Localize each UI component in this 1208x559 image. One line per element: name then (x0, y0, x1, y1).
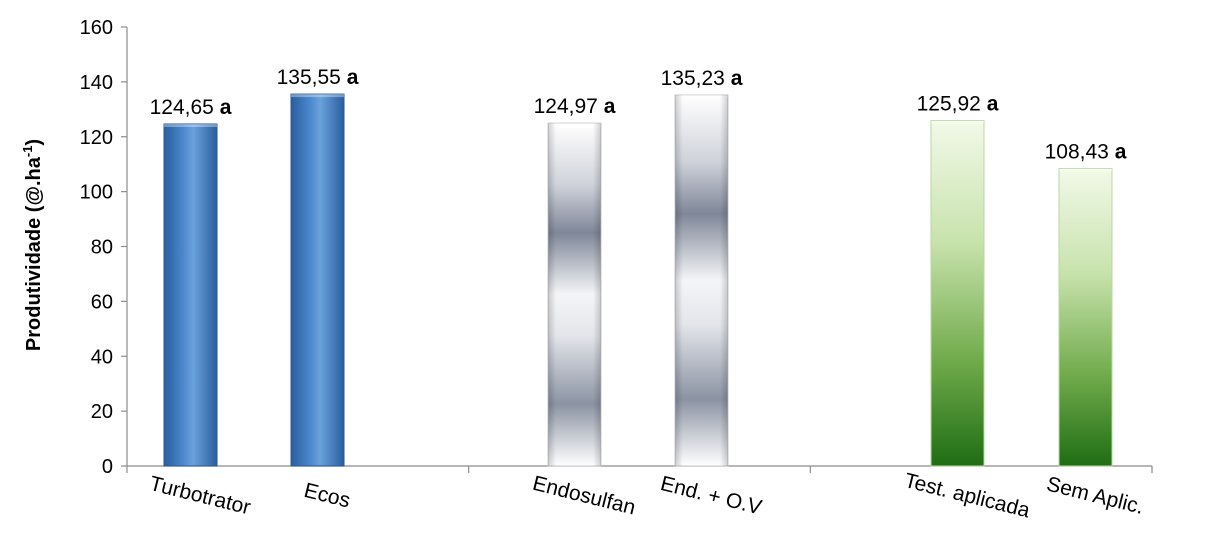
data-label-value: 108,43 (1045, 140, 1115, 163)
data-label-significance: a (604, 95, 616, 118)
bar-highlight (164, 123, 217, 127)
category-label: End. + O.V (658, 472, 764, 519)
data-label-significance: a (731, 67, 743, 90)
data-label-value: 135,23 (661, 67, 731, 90)
y-tick-label: 40 (91, 346, 113, 368)
data-label: 124,65 a (150, 96, 232, 119)
data-label-significance: a (220, 96, 232, 119)
category-label: Test. aplicada (902, 469, 1032, 522)
bar (163, 123, 218, 467)
data-label: 124,97 a (534, 95, 616, 118)
category-labels: Turbotrator Ecos Endosulfan End. + O.V Test.… (147, 469, 1146, 522)
y-tick-label: 20 (91, 401, 113, 423)
y-tick-label: 100 (80, 182, 113, 204)
category-label: Ecos (302, 479, 353, 513)
data-label-value: 125,92 (917, 93, 987, 116)
category-label: Sem Aplic. (1044, 473, 1146, 519)
data-label: 135,23 a (661, 67, 743, 90)
y-tick-label: 120 (80, 127, 113, 149)
data-label-value: 124,97 (534, 95, 604, 118)
bar-highlight (291, 94, 344, 98)
data-label-value: 135,55 (277, 66, 347, 89)
data-label: 125,92 a (917, 93, 999, 116)
bar (930, 120, 985, 467)
data-label-significance: a (347, 66, 359, 89)
category-label: Turbotrator (147, 472, 253, 519)
y-tick-label: 80 (91, 237, 113, 259)
bar-highlight (931, 120, 984, 124)
bars (163, 93, 1113, 467)
y-tick-label: 60 (91, 291, 113, 313)
bar-highlight (1059, 168, 1112, 172)
bar-shading (675, 94, 728, 467)
bar-shading (548, 123, 601, 467)
y-tick-label: 160 (80, 17, 113, 39)
y-axis-title-close: ) (23, 139, 45, 146)
category-label: Endosulfan (530, 472, 638, 520)
data-label: 135,55 a (277, 66, 359, 89)
y-axis-title-superscript: -1 (20, 146, 35, 158)
data-label-significance: a (1115, 140, 1127, 163)
data-label-value: 124,65 (150, 96, 220, 119)
bar (1058, 167, 1113, 467)
y-tick-label: 140 (80, 72, 113, 94)
axes: 0 20 40 60 80 100 120 140 160 (80, 17, 1153, 478)
bar (290, 93, 345, 467)
y-tick-label: 0 (102, 456, 113, 478)
data-label-significance: a (987, 93, 999, 116)
data-label: 108,43 a (1045, 140, 1127, 163)
y-axis-title: Produtividade (@.ha-1) (20, 139, 45, 351)
